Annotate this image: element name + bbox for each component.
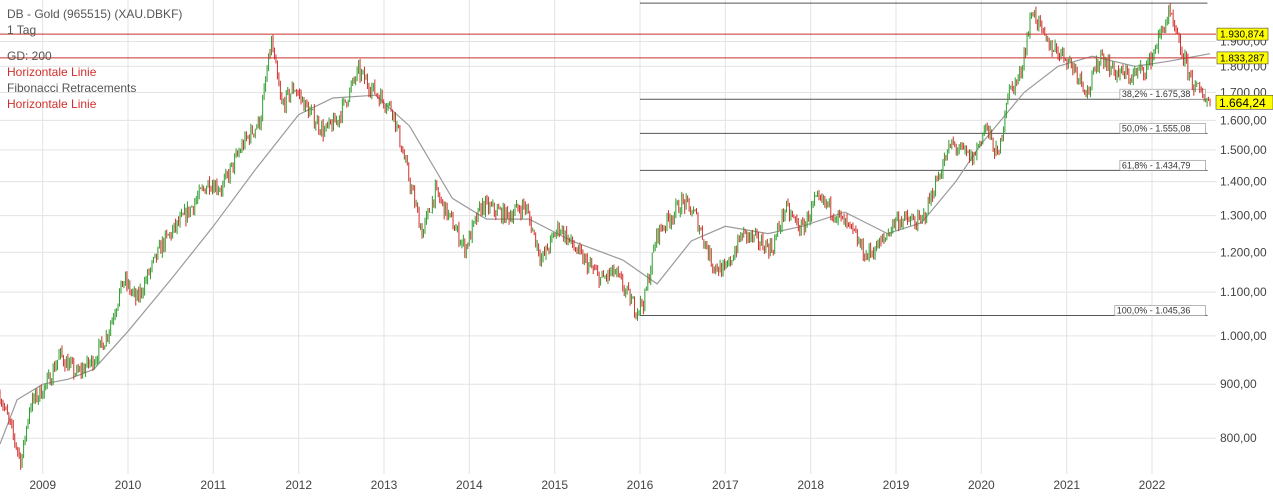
chart-legend: DB - Gold (965515) (XAU.DBKF) 1 Tag GD: … bbox=[7, 6, 182, 112]
last-price-value: 1.664,24 bbox=[1219, 96, 1266, 110]
x-tick-label: 2014 bbox=[456, 478, 483, 492]
fib-level-box bbox=[1114, 305, 1206, 316]
fib-level-box bbox=[1119, 88, 1206, 100]
moving-average-200 bbox=[0, 53, 1211, 445]
y-tick-label: 1.000,00 bbox=[1220, 329, 1267, 343]
fib-level-label: 100,0% - 1.045,36 bbox=[1117, 306, 1191, 316]
y-tick-label: 1.300,00 bbox=[1220, 209, 1267, 223]
y-tick-label: 1.500,00 bbox=[1220, 143, 1267, 157]
x-tick-label: 2020 bbox=[968, 478, 995, 492]
fib-level-label: 61,8% - 1.434,79 bbox=[1122, 160, 1191, 170]
x-tick-label: 2018 bbox=[797, 478, 824, 492]
x-axis: 2009 2010 2011 2012 2013 2014 2015 2016 2017 2018… bbox=[29, 478, 1165, 492]
y-tick-label: 1.600,00 bbox=[1220, 113, 1267, 127]
last-price-badge bbox=[1215, 94, 1273, 110]
fib-level-box bbox=[1119, 123, 1206, 134]
y-tick-label: 1.200,00 bbox=[1220, 245, 1267, 259]
x-tick-label: 2012 bbox=[285, 478, 312, 492]
fib-level-label: 50,0% - 1.555,08 bbox=[1122, 123, 1191, 133]
y-tick-label: 900,00 bbox=[1220, 377, 1257, 391]
x-tick-label: 2016 bbox=[627, 478, 654, 492]
horizontal-line-value: 1.833,287 bbox=[1220, 53, 1265, 64]
y-tick-label: 1.100,00 bbox=[1220, 285, 1267, 299]
x-tick-label: 2017 bbox=[712, 478, 739, 492]
x-grid bbox=[42, 0, 1153, 474]
horizontal-line-value: 1.930,874 bbox=[1220, 30, 1265, 41]
fib-level-box bbox=[1119, 159, 1206, 171]
x-tick-label: 2022 bbox=[1139, 478, 1166, 492]
grid bbox=[0, 41, 1216, 439]
x-tick-label: 2015 bbox=[541, 478, 568, 492]
horizontal-line-badge bbox=[1216, 51, 1269, 65]
y-axis: 800,00 900,00 1.000,00 1.100,00 1.200,00 1.30… bbox=[1220, 35, 1267, 446]
x-tick-label: 2010 bbox=[115, 478, 142, 492]
ma200-line bbox=[0, 53, 1211, 445]
y-tick-label: 800,00 bbox=[1220, 431, 1257, 445]
y-tick-label: 1.400,00 bbox=[1220, 175, 1267, 189]
x-tick-label: 2009 bbox=[29, 478, 56, 492]
legend-item-ma200[interactable]: GD: 200 bbox=[7, 49, 52, 63]
x-tick-label: 2013 bbox=[371, 478, 398, 492]
fibonacci-retracements[interactable]: 38,2% - 1.675,38 50,0% - 1.555,08 61,8% - … bbox=[640, 2, 1208, 317]
legend-item-hline-1[interactable]: Horizontale Linie bbox=[7, 65, 97, 79]
chart-title: DB - Gold (965515) (XAU.DBKF) bbox=[7, 7, 183, 21]
fib-level-label: 38,2% - 1.675,38 bbox=[1122, 89, 1191, 99]
candles bbox=[0, 3, 1211, 470]
x-tick-label: 2019 bbox=[883, 478, 910, 492]
price-badges: 1.930,874 1.833,287 1.664,24 bbox=[1215, 27, 1273, 110]
horizontal-line-badge bbox=[1216, 27, 1269, 41]
chart-interval: 1 Tag bbox=[7, 23, 37, 37]
legend-item-fibonacci[interactable]: Fibonacci Retracements bbox=[7, 81, 137, 95]
x-tick-label: 2011 bbox=[200, 478, 226, 492]
legend-item-hline-2[interactable]: Horizontale Linie bbox=[7, 97, 97, 111]
x-tick-label: 2021 bbox=[1053, 478, 1080, 492]
horizontal-lines[interactable] bbox=[0, 33, 1216, 59]
